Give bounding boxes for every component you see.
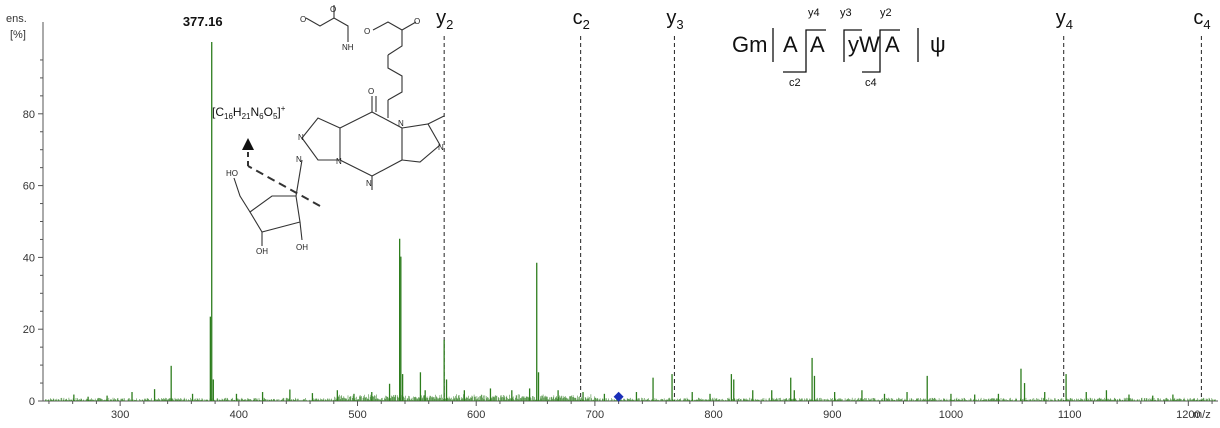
structure-atom-labels: O NH O O O N N N N N N O HO OH OH [226,5,444,256]
x-tick-label: 800 [704,409,722,421]
svg-text:OH: OH [256,247,268,256]
sequence-annotation: Gm A y4 c2 A y3 yW y2 c4 A ψ [732,7,946,89]
label-y3: y3 [840,7,852,19]
spectrum-peaks [73,42,1174,401]
fragment-label-y3: y3 [666,7,683,32]
x-tick-label: 300 [111,409,129,421]
y-tick-label: 60 [23,181,35,193]
residue-a2: A [810,32,825,57]
x-axis-ticks: 300 400 500 600 700 800 900 1000 1100 1200 [48,401,1213,421]
svg-text:N: N [366,179,372,188]
base-peak-label: 377.16 [183,14,223,29]
label-c4: c4 [865,77,877,89]
residue-a1: A [783,32,798,57]
x-tick-label: 600 [467,409,485,421]
spectrum-noise [45,394,1216,401]
svg-text:OH: OH [296,243,308,252]
x-tick-label: 500 [348,409,366,421]
y-axis-label-line2: [%] [10,29,26,41]
x-tick-label: 900 [823,409,841,421]
fragment-label-c2: c2 [573,7,590,32]
x-tick-label: 1000 [939,409,963,421]
residue-a3: A [885,32,900,57]
y-tick-label: 80 [23,109,35,121]
fragment-formula: [C16H21N6O5]+ [212,104,286,121]
residue-psi: ψ [930,32,946,57]
fragment-label-c4: c4 [1193,7,1210,32]
svg-text:HO: HO [226,169,238,178]
svg-text:O: O [330,5,336,14]
x-tick-label: 1100 [1058,409,1082,421]
svg-text:N: N [296,155,302,164]
residue-yw: yW [848,32,880,57]
fragment-label-y2: y2 [436,7,453,32]
svg-text:N: N [398,119,404,128]
x-tick-label: 700 [586,409,604,421]
svg-text:O: O [364,27,370,36]
svg-text:NH: NH [342,43,354,52]
y-axis-label-line1: ens. [6,13,27,25]
fragment-label-y4: y4 [1056,7,1073,32]
cleavage-c2-y4 [783,29,826,73]
label-c2: c2 [789,77,801,89]
svg-text:O: O [300,15,306,24]
y-axis-ticks: 0 20 40 60 80 [23,59,43,408]
x-tick-label: 1200 [1176,409,1200,421]
cleavage-y3 [843,29,862,62]
x-axis-label: m/z [1193,409,1211,421]
svg-text:N: N [298,133,304,142]
y-tick-label: 0 [29,396,35,408]
x-tick-label: 400 [230,409,248,421]
precursor-marker [613,391,624,402]
chemical-structure [233,5,445,246]
label-y4: y4 [808,7,820,19]
label-y2: y2 [880,7,892,19]
fragment-lines: y2 c2 y3 y4 c4 [436,7,1211,401]
y-tick-label: 40 [23,252,35,264]
svg-text:N: N [438,143,444,152]
svg-text:N: N [336,157,342,166]
svg-text:O: O [414,17,420,26]
residue-gm: Gm [732,32,767,57]
cleavage-c4-y2 [862,29,900,73]
svg-text:O: O [368,87,374,96]
y-tick-label: 20 [23,324,35,336]
noise-trace [45,394,1216,401]
